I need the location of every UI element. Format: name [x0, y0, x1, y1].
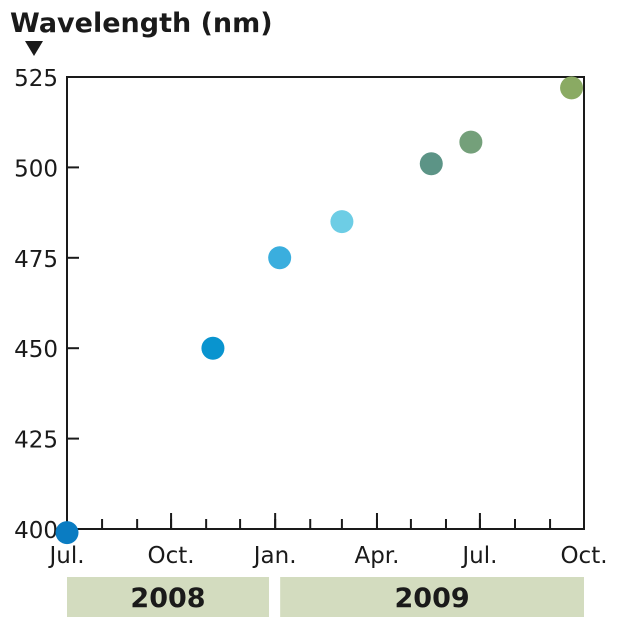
year-label: 2009: [395, 583, 470, 614]
y-tick-label: 425: [14, 428, 58, 454]
data-points: [55, 76, 584, 545]
chart-title: Wavelength (nm): [10, 8, 273, 39]
y-tick-label: 450: [14, 337, 58, 363]
data-point: [268, 246, 292, 270]
x-tick-label: Apr.: [354, 543, 399, 569]
y-axis: 400 425 450 475 500 525: [14, 66, 79, 544]
y-axis-arrow-icon: [25, 41, 43, 56]
data-point: [201, 336, 225, 360]
y-tick-label: 525: [14, 66, 58, 92]
x-tick-label: Oct.: [560, 543, 607, 569]
y-tick-label: 500: [14, 156, 58, 182]
data-point: [55, 521, 79, 545]
y-tick-label: 475: [14, 247, 58, 273]
year-bands: 2008 2009: [67, 577, 584, 617]
x-tick-label: Jul.: [47, 543, 84, 569]
x-tick-label: Jul.: [460, 543, 497, 569]
data-point: [419, 152, 443, 176]
x-tick-label: Jan.: [252, 543, 297, 569]
x-axis: Jul. Oct. Jan. Apr. Jul. Oct.: [47, 513, 608, 569]
data-point: [560, 76, 584, 100]
plot-frame: [66, 76, 585, 530]
year-label: 2008: [130, 583, 205, 614]
data-point: [459, 130, 483, 154]
year-band: [67, 577, 270, 617]
year-band: [280, 577, 584, 617]
x-tick-label: Oct.: [148, 543, 195, 569]
data-point: [330, 210, 354, 234]
y-tick-label: 400: [14, 518, 58, 544]
